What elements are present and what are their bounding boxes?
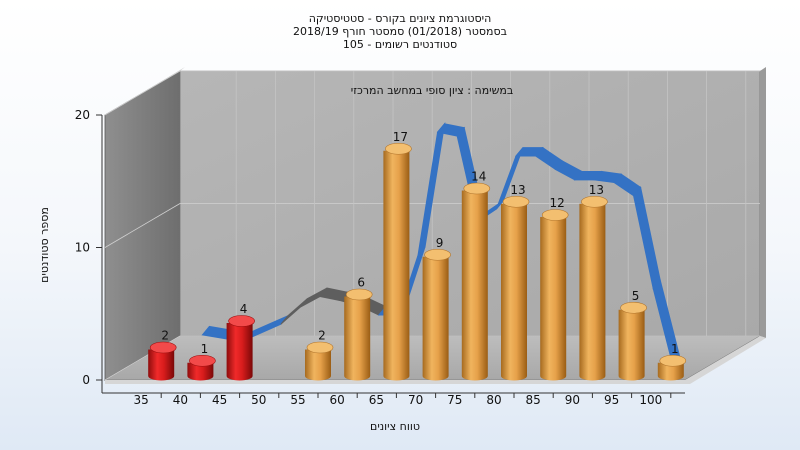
bar-body-70	[422, 256, 449, 381]
bar-value-label-90: 13	[589, 183, 604, 197]
x-tick-label-9: 80	[486, 393, 501, 407]
bar-value-label-80: 13	[510, 183, 525, 197]
x-tick-label-4: 55	[290, 393, 305, 407]
bar-value-label-100: 1	[671, 342, 679, 356]
x-tick-label-13: 100	[639, 393, 662, 407]
bar-90: 13	[579, 183, 608, 381]
bar-body-45	[226, 323, 253, 381]
title-line-3: סטודנטים רשומים - 105	[343, 38, 457, 51]
right-edge	[760, 67, 766, 338]
bar-body-60	[344, 296, 371, 381]
bar-75: 14	[461, 170, 491, 381]
x-tick-label-3: 50	[251, 393, 266, 407]
bar-top-45	[228, 315, 255, 327]
chart-title: היסטוגרמת ציונים בקורס - סטטיסטיקה בסמסט…	[293, 12, 507, 51]
y-tick-label-1: 10	[75, 241, 90, 255]
bar-35: 2	[148, 329, 177, 381]
title-line-2: בסמסטר (01/2018) סמסטר חורף 2018/19	[293, 25, 507, 38]
bar-65: 17	[383, 130, 412, 381]
bar-value-label-40: 1	[201, 342, 209, 356]
bar-top-70	[424, 248, 451, 261]
x-tick-label-5: 60	[330, 393, 345, 407]
bar-top-90	[581, 195, 608, 208]
bar-body-85	[540, 217, 567, 381]
distribution-curve	[201, 122, 681, 367]
bar-top-65	[385, 142, 412, 155]
chart-annotation: במשימה : ציון סופי במחשב המרכזי	[351, 84, 514, 97]
bar-45: 4	[226, 302, 255, 381]
x-tick-label-0: 35	[134, 393, 149, 407]
x-tick-label-7: 70	[408, 393, 423, 407]
bar-60: 6	[344, 276, 373, 381]
bar-top-80	[502, 195, 530, 208]
bar-body-35	[148, 349, 175, 381]
bar-value-label-55: 2	[318, 329, 326, 343]
bar-value-label-35: 2	[161, 329, 169, 343]
x-axis-label: טווח ציונים	[370, 420, 420, 433]
x-tick-label-6: 65	[369, 393, 384, 407]
bar-value-label-45: 4	[240, 302, 248, 316]
bar-value-label-70: 9	[436, 236, 444, 250]
bar-body-80	[501, 203, 527, 381]
bar-top-75	[463, 182, 491, 195]
bar-value-label-85: 12	[550, 196, 565, 210]
x-tick-label-11: 90	[565, 393, 580, 407]
bar-value-label-95: 5	[632, 289, 640, 303]
bar-40: 1	[187, 342, 216, 381]
title-line-1: היסטוגרמת ציונים בקורס - סטטיסטיקה	[309, 12, 492, 25]
bar-value-label-75: 14	[471, 170, 486, 184]
bar-top-100	[659, 354, 687, 367]
bar-body-40	[187, 362, 214, 381]
bar-top-55	[306, 341, 334, 354]
bar-body-75	[461, 190, 488, 381]
bar-body-90	[579, 203, 606, 381]
y-axis-label: מספר סטודנטים	[38, 207, 51, 283]
bar-top-35	[149, 341, 177, 354]
bar-80: 13	[501, 183, 530, 381]
x-tick-label-12: 95	[604, 393, 619, 407]
x-tick-label-2: 45	[212, 393, 227, 407]
bar-95: 5	[618, 289, 647, 381]
bar-body-100	[657, 362, 684, 381]
y-tick-label-2: 20	[75, 108, 90, 122]
bar-body-55	[305, 349, 331, 381]
grid-line-left-1	[104, 203, 181, 248]
x-tick-label-8: 75	[447, 393, 462, 407]
bar-85: 12	[540, 196, 569, 381]
bar-100: 1	[657, 342, 687, 381]
x-tick-label-1: 40	[173, 393, 188, 407]
bar-value-label-65: 17	[393, 130, 408, 144]
x-tick-label-10: 85	[526, 393, 541, 407]
bar-top-85	[541, 209, 569, 221]
bar-value-label-60: 6	[357, 276, 365, 290]
bar-body-95	[618, 309, 645, 381]
bar-top-40	[189, 354, 216, 367]
bar-top-60	[345, 288, 373, 301]
bar-body-65	[383, 150, 410, 381]
bar-top-95	[620, 301, 647, 314]
y-tick-label-0: 0	[82, 373, 90, 387]
bar-55: 2	[305, 329, 334, 381]
bar-70: 9	[422, 236, 451, 381]
grid-line-left-2	[104, 70, 181, 116]
